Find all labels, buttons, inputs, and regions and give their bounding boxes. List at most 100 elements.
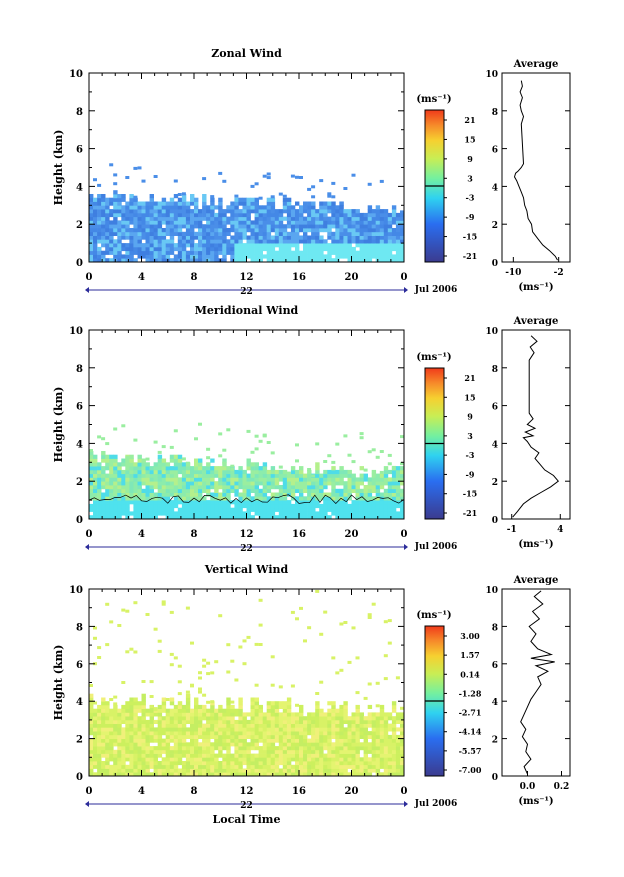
heatmap-cell [339, 716, 344, 721]
heatmap-cell [117, 503, 122, 509]
heatmap-cell [93, 178, 97, 182]
heatmap-cell [250, 469, 255, 475]
heatmap-cell [258, 712, 263, 717]
heatmap-cell [153, 205, 158, 210]
heatmap-cell [323, 723, 328, 728]
heatmap-cell [194, 243, 199, 248]
heatmap-cell [222, 753, 227, 758]
heatmap-cell [270, 738, 276, 743]
heatmap-cell [157, 492, 163, 497]
heatmap-cell [375, 731, 381, 736]
heatmap-cell [202, 258, 207, 263]
heatmap-cell [177, 680, 182, 684]
heatmap-cell [327, 243, 332, 248]
heatmap-cell [109, 742, 114, 747]
heatmap-cell [343, 239, 348, 244]
heatmap-cell [315, 734, 320, 739]
heatmap-cell [242, 719, 247, 724]
heatmap-cell [367, 212, 373, 218]
heatmap-cell [173, 746, 179, 751]
heatmap-cell [286, 738, 292, 743]
heatmap-cell [173, 496, 179, 501]
heatmap-cell [347, 734, 352, 739]
heatmap-cell [343, 481, 348, 486]
heatmap-cell [234, 254, 239, 259]
heatmap-cell [391, 465, 396, 469]
heatmap-cell [185, 228, 191, 233]
heatmap-cell [113, 224, 118, 229]
heatmap-cell [238, 723, 243, 728]
heatmap-cell [145, 496, 150, 501]
heatmap-cell [395, 719, 401, 724]
heatmap-cell [161, 250, 167, 255]
heatmap-cell [238, 228, 243, 233]
heatmap-cell [101, 772, 106, 777]
heatmap-cell [206, 723, 211, 728]
heatmap-cell [149, 727, 154, 732]
heatmap-cell [109, 620, 114, 624]
heatmap-cell [367, 246, 373, 252]
heatmap-cell [375, 764, 381, 769]
heatmap-cell [214, 212, 219, 218]
heatmap-cell [270, 235, 276, 240]
heatmap-cell [145, 511, 150, 516]
colorbar-tick-label: -9 [466, 212, 475, 222]
heatmap-cell [347, 254, 352, 259]
heatmap-cell [129, 258, 134, 263]
heatmap-cell [299, 492, 304, 497]
heatmap-cell [101, 511, 106, 516]
heatmap-cell [238, 772, 243, 777]
heatmap-cell [278, 734, 284, 739]
heatmap-cell [270, 761, 276, 766]
heatmap-cell [117, 764, 122, 769]
heatmap-cell [400, 258, 405, 263]
heatmap-cell [198, 757, 203, 762]
heatmap-cell [355, 212, 360, 218]
day-axis-arrow [85, 287, 89, 293]
heatmap-cell [101, 515, 106, 520]
time-axis-title: Local Time [213, 813, 281, 826]
heatmap-cell [278, 216, 284, 221]
heatmap-cell [315, 727, 320, 732]
heatmap-cell [238, 511, 243, 516]
heatmap-cell [319, 511, 324, 516]
heatmap-cell [339, 216, 344, 221]
heatmap-cell [286, 205, 292, 210]
heatmap-cell [222, 734, 227, 739]
heatmap-cell [181, 772, 187, 777]
heatmap-cell [258, 205, 263, 210]
heatmap-cell [371, 473, 377, 478]
heatmap-cell [339, 239, 344, 244]
heatmap-cell [295, 228, 300, 233]
heatmap-cell [262, 462, 268, 467]
heatmap-cell [242, 473, 247, 478]
heatmap-cell [105, 250, 110, 255]
heatmap-cell [190, 719, 195, 724]
heatmap-cell [282, 481, 288, 486]
heatmap-cell [185, 488, 191, 493]
heatmap-cell [101, 451, 106, 456]
heatmap-cell [165, 246, 171, 252]
heatmap-cell [242, 515, 247, 520]
heatmap-cell [355, 254, 360, 259]
heatmap-cell [161, 466, 167, 471]
y-tick-label: 8 [76, 622, 83, 633]
heatmap-cell [242, 742, 247, 747]
heatmap-cell [226, 704, 231, 709]
heatmap-cell [282, 701, 288, 706]
heatmap-cell [210, 701, 215, 706]
heatmap-cell [331, 716, 336, 721]
heatmap-cell [242, 205, 247, 210]
heatmap-cell [391, 243, 397, 248]
y-tick-label: 4 [76, 182, 83, 193]
heatmap-cell [234, 212, 239, 218]
x-tick-label: 0 [401, 529, 408, 540]
heatmap-cell [351, 473, 356, 478]
heatmap-cell [157, 500, 163, 505]
heatmap-cell [165, 723, 171, 728]
heatmap-cell [391, 205, 397, 210]
heatmap-cell [375, 719, 381, 724]
day-label: 22 [240, 544, 253, 554]
heatmap-cell [400, 772, 405, 777]
heatmap-cell [113, 712, 118, 717]
